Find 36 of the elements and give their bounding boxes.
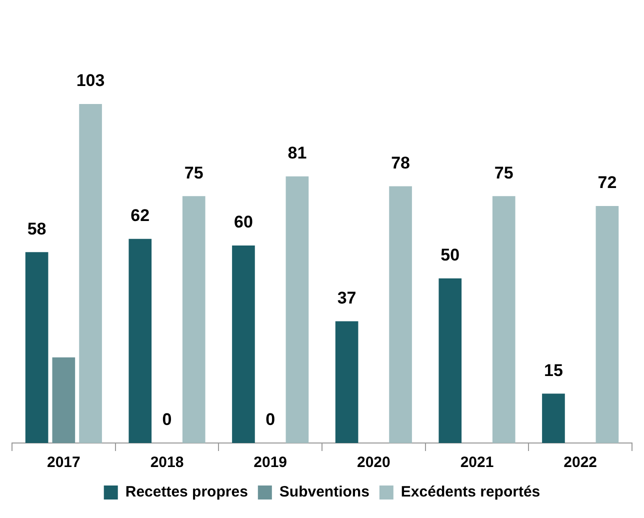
bar	[286, 176, 309, 443]
x-tick-label: 2020	[356, 454, 390, 472]
bar	[25, 252, 48, 443]
bar	[542, 394, 565, 443]
data-label: 103	[76, 71, 105, 90]
data-label: 58	[27, 219, 46, 238]
bar	[438, 278, 462, 443]
data-label: 15	[544, 360, 563, 380]
data-label: 0	[162, 410, 172, 430]
x-tick-label: 2019	[254, 454, 288, 472]
data-label: 75	[184, 163, 204, 182]
legend-label: Subventions	[279, 484, 370, 501]
bar	[232, 246, 255, 443]
x-tick-label: 2018	[150, 454, 184, 472]
bar	[492, 196, 516, 443]
data-label: 60	[234, 212, 253, 232]
x-tick-label: 2017	[46, 454, 80, 472]
bar	[79, 104, 102, 443]
data-label: 37	[337, 288, 356, 308]
x-tick-label: 2022	[564, 454, 598, 472]
bar	[596, 206, 619, 443]
bar	[52, 357, 76, 443]
x-tick-label: 2021	[460, 454, 494, 472]
data-label: 50	[440, 246, 460, 265]
bar	[182, 196, 206, 443]
bar	[335, 321, 358, 443]
data-label: 0	[266, 410, 276, 430]
bar	[128, 238, 152, 443]
legend-label: Excédents reportés	[400, 484, 540, 501]
bar	[389, 186, 412, 443]
data-label: 75	[494, 163, 514, 182]
data-label: 81	[288, 144, 307, 163]
data-label: 62	[130, 206, 150, 226]
legend-label: Recettes propres	[125, 484, 248, 501]
data-label: 78	[391, 153, 410, 172]
data-label: 72	[598, 173, 617, 192]
